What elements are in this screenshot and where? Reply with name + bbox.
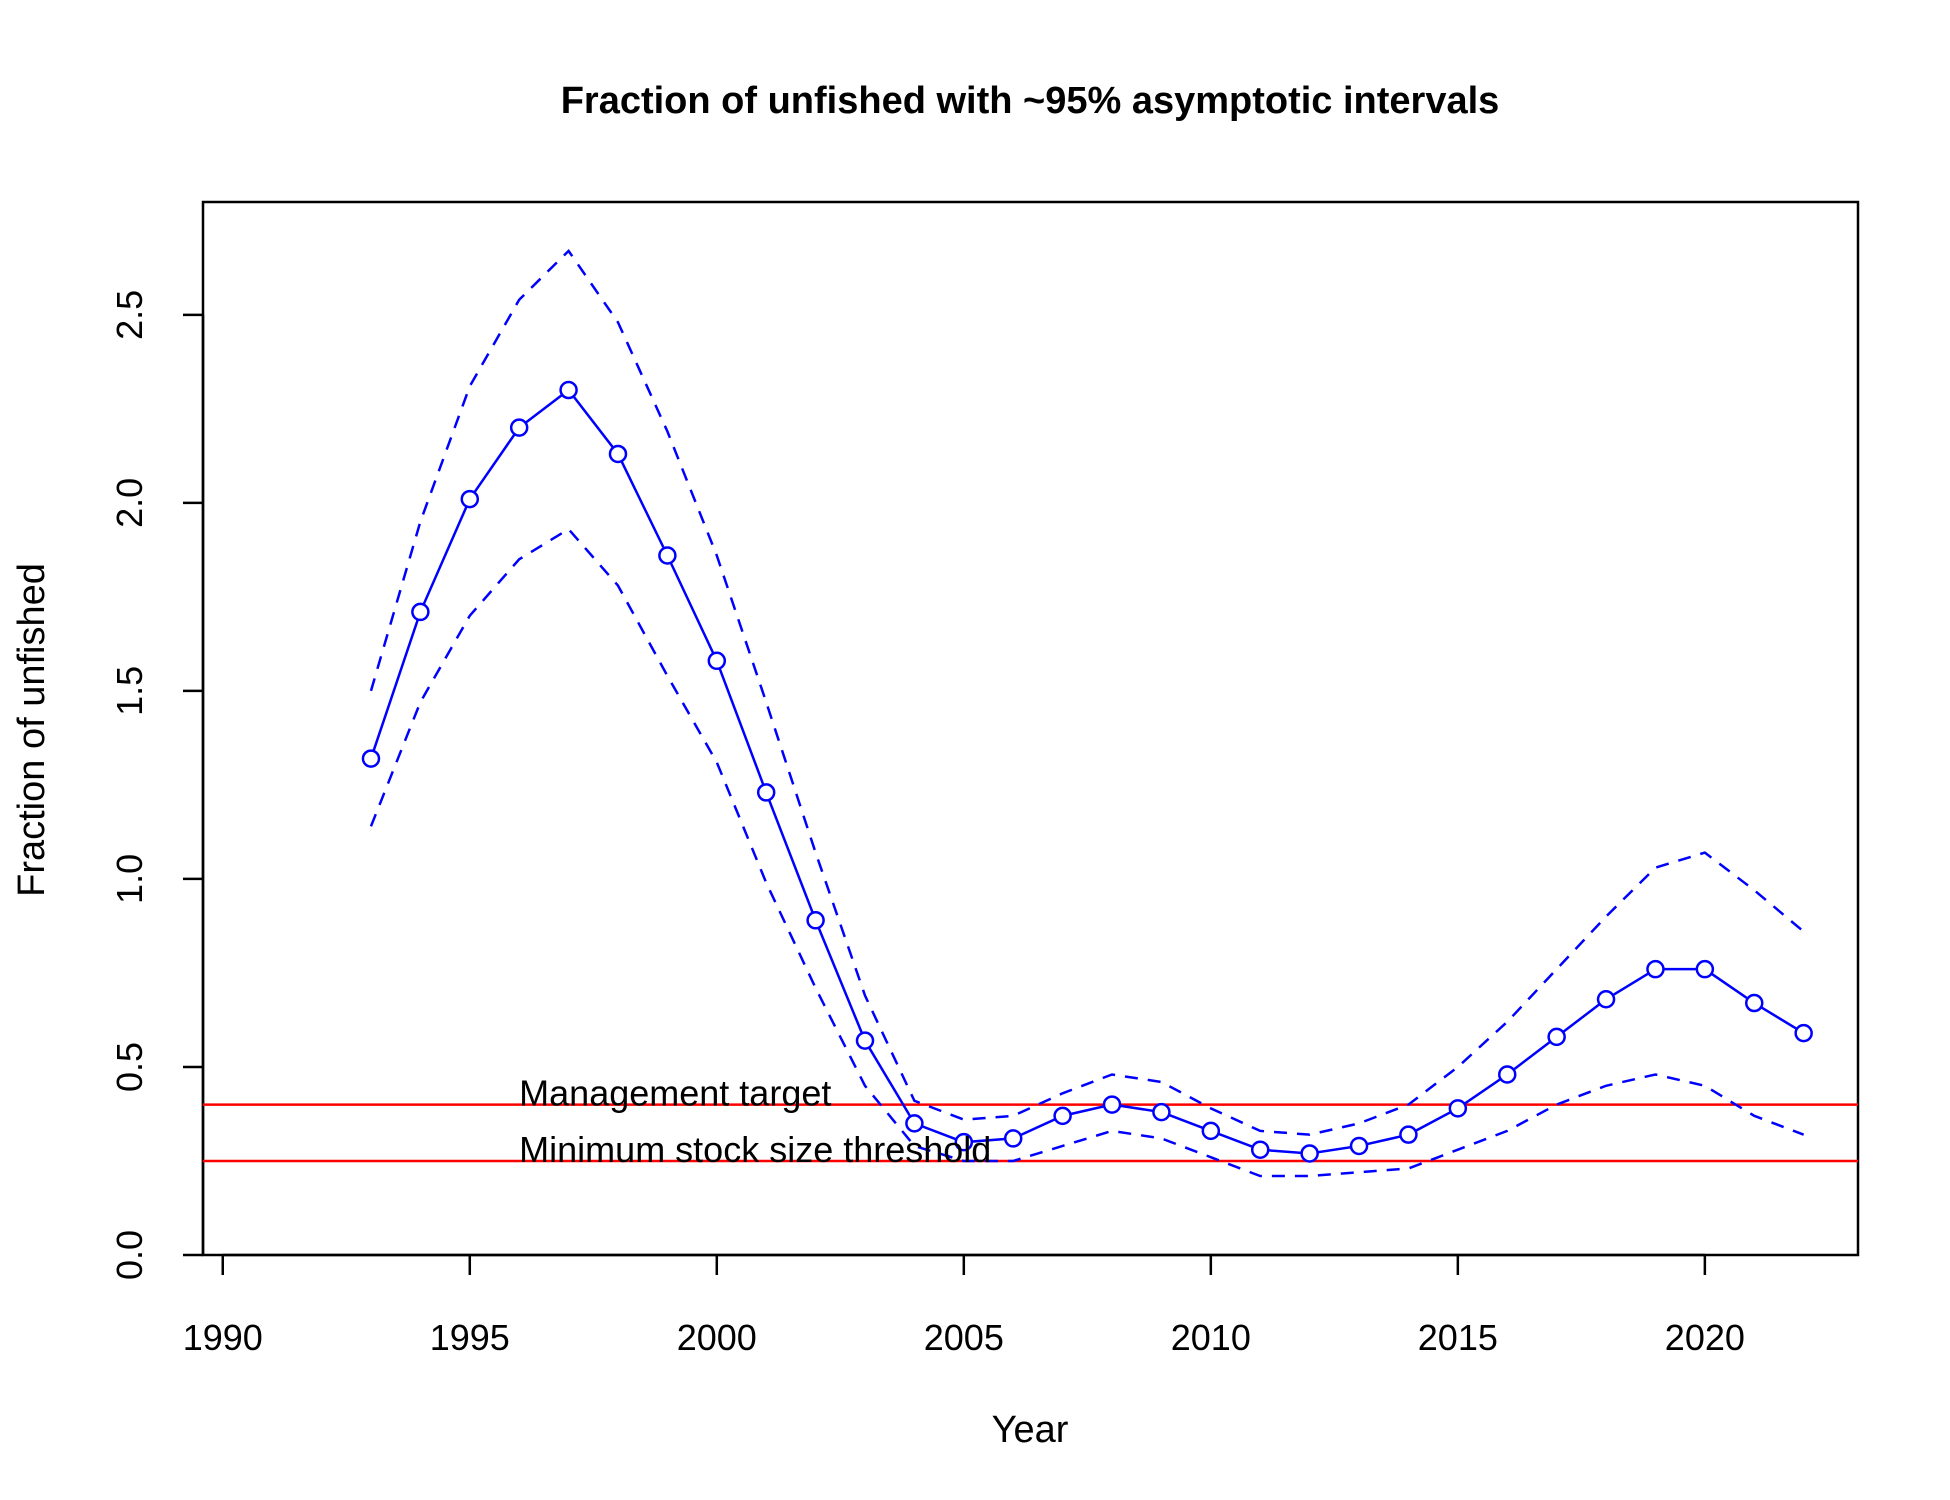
data-point bbox=[806, 911, 825, 930]
data-point bbox=[1201, 1121, 1221, 1141]
data-point bbox=[1448, 1099, 1468, 1118]
data-point bbox=[1497, 1065, 1517, 1084]
x-tick-label: 2015 bbox=[1418, 1317, 1498, 1358]
x-tick-label: 2000 bbox=[677, 1317, 757, 1358]
x-axis-label: Year bbox=[992, 1409, 1069, 1451]
data-point bbox=[1745, 993, 1764, 1013]
y-tick-label: 0.0 bbox=[109, 1230, 150, 1280]
data-point bbox=[1695, 959, 1715, 979]
data-point bbox=[954, 1132, 974, 1152]
data-point bbox=[1646, 959, 1665, 979]
data-point bbox=[658, 546, 677, 565]
data-point bbox=[1547, 1027, 1566, 1047]
x-tick-label: 1990 bbox=[183, 1317, 263, 1358]
data-point bbox=[361, 749, 381, 768]
series-line-estimate bbox=[369, 388, 1805, 1155]
series-line-lower-95 bbox=[369, 527, 1805, 1178]
reference-lines bbox=[203, 1103, 1858, 1163]
data-point bbox=[1349, 1136, 1369, 1156]
data-point bbox=[707, 651, 727, 671]
reference-line-label: Minimum stock size threshold bbox=[519, 1129, 991, 1170]
data-point bbox=[1794, 1023, 1813, 1043]
y-tick-label: 1.5 bbox=[109, 666, 150, 716]
y-axis-label: Fraction of unfished bbox=[11, 563, 53, 897]
data-point bbox=[1596, 990, 1616, 1009]
data-point bbox=[1250, 1140, 1270, 1159]
y-tick-label: 2.0 bbox=[109, 478, 150, 528]
data-point bbox=[411, 602, 430, 622]
data-point bbox=[1102, 1095, 1122, 1114]
y-tick-label: 0.5 bbox=[109, 1042, 150, 1092]
plot-frame bbox=[201, 200, 1860, 1257]
y-tick-label: 1.0 bbox=[109, 854, 150, 904]
data-point bbox=[1003, 1129, 1023, 1148]
chart-title: Fraction of unfished with ~95% asymptoti… bbox=[561, 80, 1500, 122]
x-axis: 1990 1995 2000 2005 2010 2015 2020 bbox=[183, 1253, 1745, 1358]
data-point bbox=[1399, 1125, 1418, 1144]
y-tick-label: 2.5 bbox=[109, 290, 150, 340]
data-point bbox=[460, 489, 480, 509]
data-point bbox=[1053, 1106, 1072, 1126]
x-tick-label: 2020 bbox=[1665, 1317, 1745, 1358]
x-tick-label: 1995 bbox=[430, 1317, 510, 1358]
series-line-upper-95 bbox=[369, 248, 1805, 1136]
data-point bbox=[559, 380, 578, 400]
data-point bbox=[608, 444, 628, 464]
x-tick-label: 2010 bbox=[1171, 1317, 1251, 1358]
y-axis: 0.0 0.5 1.0 1.5 2.0 2.5 bbox=[109, 290, 205, 1280]
data-point bbox=[1152, 1102, 1171, 1122]
data-point bbox=[855, 1031, 875, 1050]
series-layer bbox=[361, 248, 1813, 1178]
data-point bbox=[509, 418, 529, 437]
reference-labels: Management target Minimum stock size thre… bbox=[519, 1073, 991, 1170]
x-tick-label: 2005 bbox=[924, 1317, 1004, 1358]
reference-line-label: Management target bbox=[519, 1073, 831, 1114]
data-point bbox=[905, 1114, 924, 1133]
data-point bbox=[756, 783, 776, 802]
data-point bbox=[1300, 1144, 1319, 1163]
